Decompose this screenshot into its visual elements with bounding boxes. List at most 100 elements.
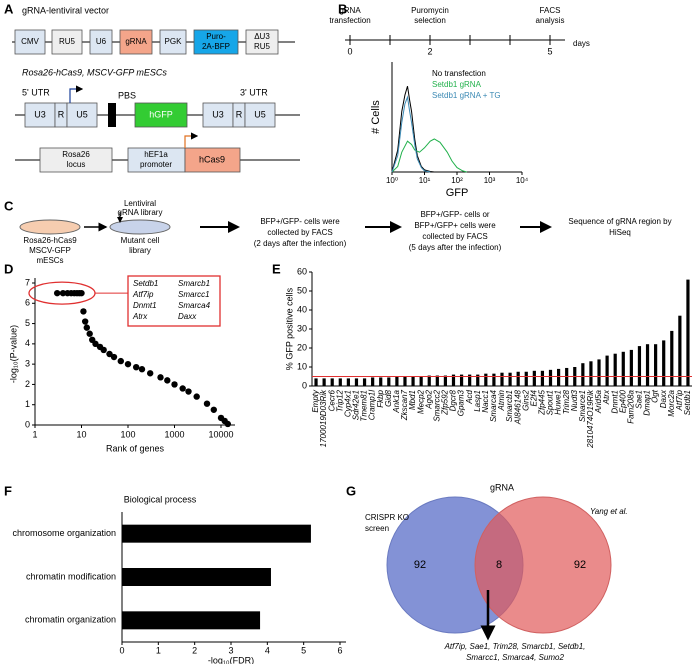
gene-name: Atf7ip [132,290,154,299]
x-tick-label: Cecr6 [327,389,336,411]
label: Smarcc1, Smarca4, Sumo2 [466,653,564,662]
x-tick-label: Zfp592 [441,389,450,415]
x-axis-label: -log₁₀(FDR) [208,655,254,664]
x-tick-label: Nacc1 [481,390,490,413]
bar [122,611,261,630]
gene-name: Smarca4 [178,301,211,310]
y-tick-label: 10 [297,361,307,371]
x-tick-label: Ago2 [424,389,433,409]
x-tick-label: Gins2 [521,389,530,410]
bar [314,378,318,386]
label: U5 [76,109,88,119]
bar [362,378,367,386]
x-tick-label: Smarcb1 [505,390,514,422]
label: Sequence of gRNA region by [568,217,671,226]
y-tick-label: chromatin organization [25,615,116,625]
label: HiSeq [609,228,631,237]
bar [645,344,650,386]
x-tick-label: Fam208a [626,389,635,423]
x-axis-label: Rank of genes [106,443,165,453]
axis [391,62,522,173]
x-tick-label: 1 [32,429,37,439]
venn-count: 92 [414,559,426,571]
x-tick-label: Mbd1 [408,390,417,410]
label: 3' UTR [240,87,268,97]
label: ΔU3 [254,32,270,41]
x-tick-label: Sae1 [635,390,644,409]
point [80,308,87,315]
bar [670,330,674,386]
point [138,366,146,373]
bar [435,375,439,386]
label: MSCV-GFP [29,246,71,255]
box [193,29,239,55]
x-tick-label: Ep400 [618,389,627,413]
x-tick-label: Arid5a [594,389,603,414]
bar [338,378,342,386]
x-tick-label: Cyp4x1 [343,390,352,417]
y-tick-label: 60 [297,266,307,276]
point [185,388,192,395]
box [202,102,234,128]
label: PBS [118,90,136,100]
bar [662,340,666,386]
gene-name: Daxx [178,312,197,321]
label: screen [365,524,389,533]
label: (2 days after the infection) [254,239,347,248]
y-tick-label: 40 [297,304,307,314]
label: R [58,109,65,119]
bar [516,371,520,386]
label: U3 [212,109,224,119]
x-tick-label: Zfp445 [538,389,547,415]
x-tick-label: 100 [120,429,135,439]
label: CRISPR KO [365,513,409,522]
x-tick-label: 2 [192,645,197,655]
x-tick-label: Mecp2 [416,389,425,414]
box [119,29,153,55]
y-axis-label: -log₁₀(P-value) [8,325,18,383]
x-tick-label: Acd [465,389,474,404]
box [244,102,276,128]
label: RU5 [59,37,76,46]
x-tick-label: 10 [76,429,86,439]
bar [581,363,585,386]
point [53,289,61,297]
x-tick-label: Trim28 [562,389,571,414]
point [59,289,67,297]
bar [395,376,399,386]
label: PGK [165,37,183,46]
label: R [236,109,243,119]
x-tick-label: AI846148 [513,389,522,425]
label: collected by FACS [267,228,332,237]
gene-name: Dnmt1 [133,301,157,310]
y-tick-label: 0 [25,419,30,429]
box [14,29,46,55]
x-tick-label: 10000 [208,429,233,439]
gene-name: Smarcb1 [178,279,210,288]
gene-name: Setdb1 [133,279,158,288]
label: selection [414,16,446,25]
y-tick-label: 6 [25,298,30,308]
bar [427,375,431,386]
bar [654,344,658,386]
bar [637,346,642,386]
label: RU5 [254,42,271,51]
x-tick-label: Zkscan7 [400,389,409,421]
bar [548,369,553,386]
y-tick-label: chromosome organization [12,528,116,538]
gene-box [127,275,221,327]
box [66,102,98,128]
x-tick-label: Empty [311,389,320,413]
x-axis-label: gRNA [490,482,514,492]
y-tick-label: 30 [297,323,307,333]
legend-entry: Setdb1 gRNA [432,80,482,89]
gene-name: Smarcc1 [178,290,210,299]
x-tick-label: Huwe1 [554,390,563,415]
bar [524,371,528,386]
venn-right [474,496,612,634]
axis [311,272,692,387]
x-tick-label: Lasp1 [473,390,482,412]
y-tick-label: 7 [25,277,30,287]
bar [686,279,690,386]
box [39,147,113,173]
